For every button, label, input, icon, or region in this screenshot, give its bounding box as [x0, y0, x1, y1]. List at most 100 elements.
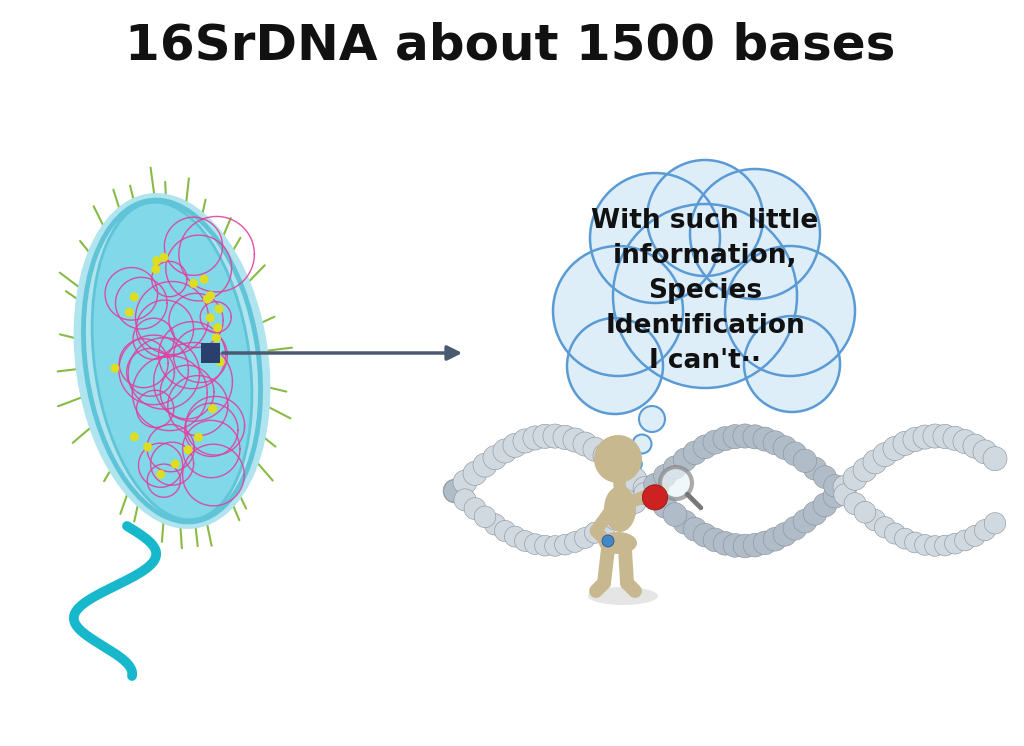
Circle shape	[673, 510, 697, 534]
Circle shape	[215, 305, 223, 313]
Circle shape	[594, 515, 615, 537]
Circle shape	[143, 443, 152, 451]
Circle shape	[683, 441, 707, 465]
Circle shape	[213, 334, 220, 342]
Circle shape	[209, 405, 216, 413]
Circle shape	[925, 536, 945, 557]
Circle shape	[603, 451, 627, 475]
Circle shape	[503, 433, 527, 457]
Circle shape	[602, 535, 614, 547]
Circle shape	[214, 324, 221, 331]
Circle shape	[644, 473, 667, 496]
Circle shape	[703, 430, 727, 454]
Circle shape	[743, 424, 767, 449]
Circle shape	[983, 447, 1007, 471]
Circle shape	[463, 462, 487, 486]
Circle shape	[628, 457, 642, 471]
Circle shape	[794, 510, 817, 533]
Circle shape	[623, 468, 647, 492]
Circle shape	[574, 527, 596, 548]
Circle shape	[217, 358, 224, 366]
Circle shape	[783, 442, 807, 466]
Text: 16SrDNA about 1500 bases: 16SrDNA about 1500 bases	[125, 21, 895, 69]
Circle shape	[864, 510, 886, 531]
Circle shape	[893, 431, 918, 455]
Circle shape	[914, 535, 935, 555]
Circle shape	[653, 495, 677, 518]
Circle shape	[883, 436, 907, 460]
Circle shape	[863, 450, 887, 474]
Circle shape	[473, 453, 497, 477]
Circle shape	[725, 246, 855, 376]
Ellipse shape	[588, 587, 658, 605]
Circle shape	[204, 295, 211, 303]
Circle shape	[853, 458, 877, 482]
Circle shape	[201, 275, 208, 283]
Circle shape	[743, 533, 767, 557]
Circle shape	[524, 533, 546, 554]
Circle shape	[953, 430, 977, 454]
Circle shape	[683, 517, 707, 541]
Circle shape	[913, 425, 937, 449]
Circle shape	[844, 492, 866, 515]
Circle shape	[593, 444, 617, 468]
Circle shape	[703, 528, 727, 552]
Circle shape	[453, 470, 477, 494]
Circle shape	[495, 521, 516, 542]
Circle shape	[585, 522, 605, 543]
Bar	[201, 343, 219, 363]
Circle shape	[664, 503, 687, 527]
Circle shape	[484, 514, 506, 535]
Circle shape	[543, 424, 567, 448]
Circle shape	[553, 246, 683, 376]
Circle shape	[693, 435, 717, 459]
Circle shape	[944, 533, 966, 554]
Circle shape	[535, 536, 555, 556]
Circle shape	[803, 501, 827, 525]
Circle shape	[713, 531, 737, 555]
Circle shape	[639, 406, 665, 432]
Circle shape	[613, 204, 797, 388]
Circle shape	[572, 324, 657, 408]
Circle shape	[804, 457, 826, 480]
Circle shape	[744, 316, 840, 412]
Circle shape	[713, 427, 737, 451]
Circle shape	[130, 293, 138, 301]
Circle shape	[598, 181, 713, 295]
Circle shape	[573, 432, 597, 456]
Circle shape	[647, 160, 763, 276]
Circle shape	[754, 531, 777, 555]
Circle shape	[874, 517, 896, 538]
Circle shape	[923, 424, 947, 448]
Circle shape	[633, 434, 651, 454]
Circle shape	[674, 448, 696, 471]
Circle shape	[660, 467, 692, 499]
Circle shape	[664, 456, 686, 479]
Circle shape	[834, 483, 856, 506]
Circle shape	[515, 530, 536, 551]
Circle shape	[984, 513, 1006, 534]
Circle shape	[813, 493, 837, 517]
Circle shape	[823, 484, 847, 508]
Ellipse shape	[599, 532, 637, 554]
Circle shape	[207, 292, 214, 299]
Circle shape	[561, 254, 675, 369]
Circle shape	[723, 533, 746, 557]
Circle shape	[963, 434, 987, 458]
Circle shape	[642, 485, 668, 510]
Circle shape	[954, 530, 976, 551]
Circle shape	[943, 426, 967, 451]
Circle shape	[157, 471, 165, 478]
Circle shape	[590, 173, 720, 303]
Circle shape	[654, 167, 756, 269]
Circle shape	[933, 424, 957, 448]
Circle shape	[697, 177, 812, 291]
Circle shape	[195, 433, 202, 441]
Circle shape	[854, 501, 876, 523]
Circle shape	[693, 523, 717, 547]
Circle shape	[653, 465, 677, 487]
Circle shape	[843, 466, 867, 490]
Circle shape	[505, 526, 525, 547]
Circle shape	[834, 475, 857, 499]
Circle shape	[935, 535, 955, 556]
